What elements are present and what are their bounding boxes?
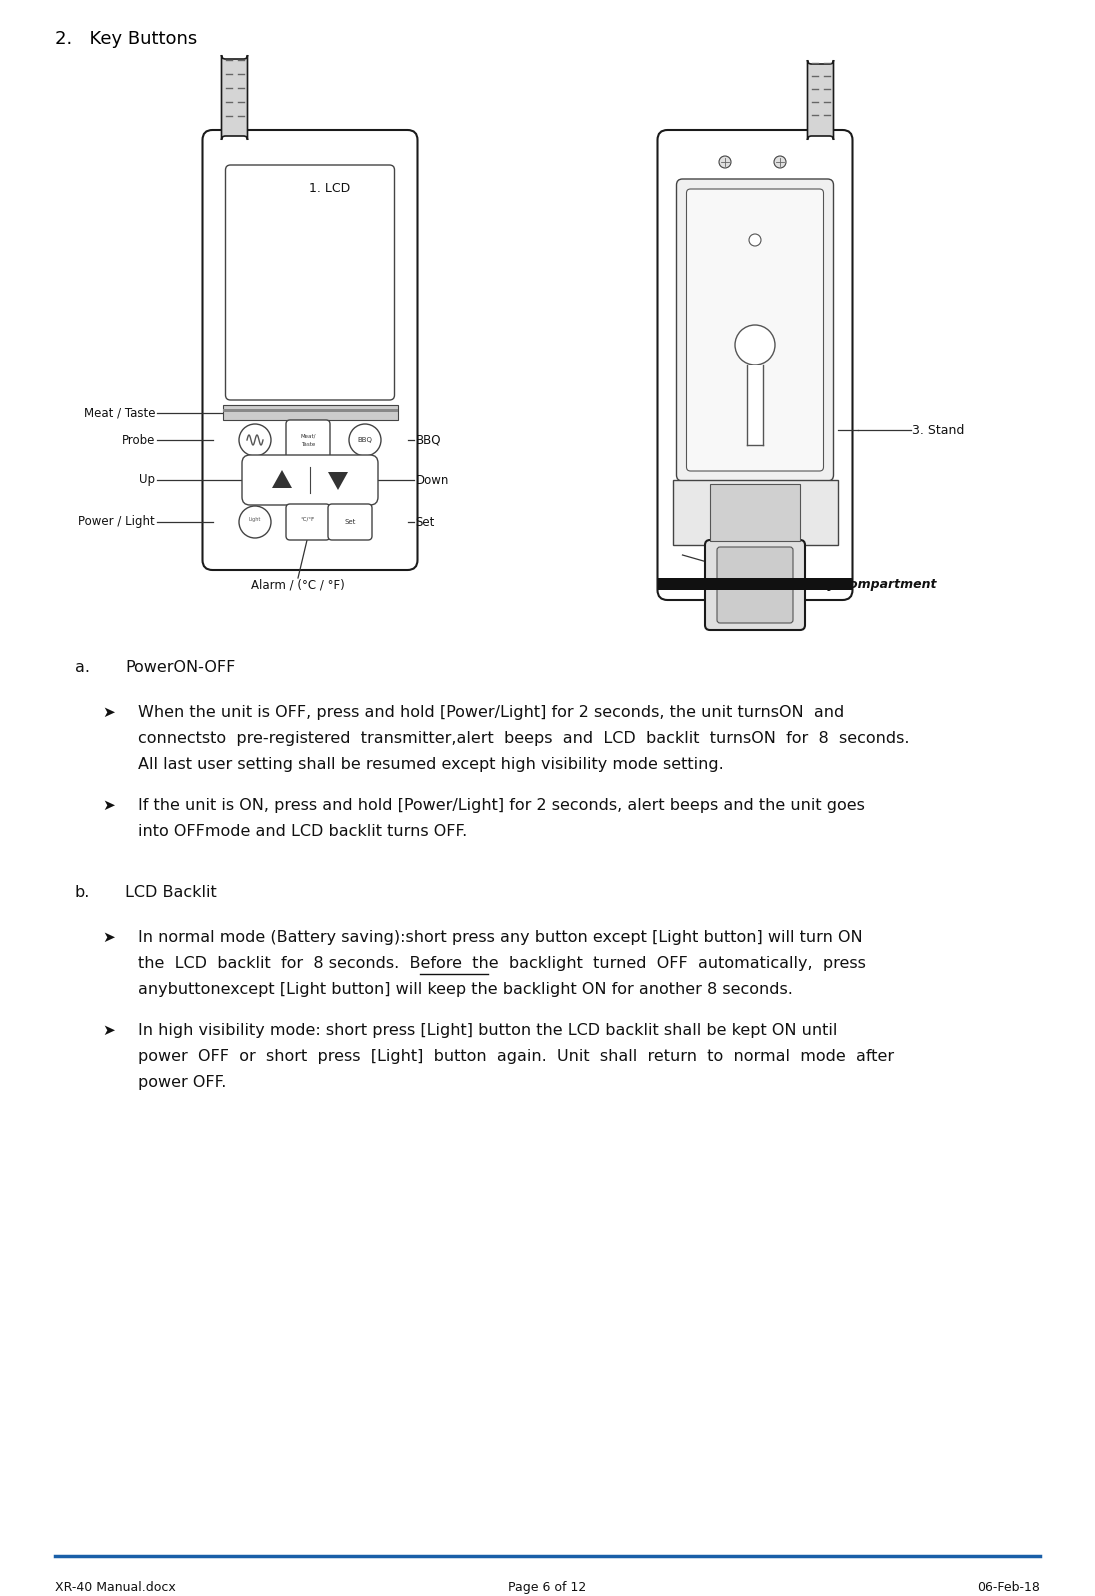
Text: BBQ: BBQ bbox=[358, 437, 372, 444]
Text: b.: b. bbox=[74, 886, 91, 900]
Text: power  OFF  or  short  press  [Light]  button  again.  Unit  shall  return  to  : power OFF or short press [Light] button … bbox=[138, 1049, 895, 1065]
FancyBboxPatch shape bbox=[807, 61, 833, 140]
Bar bbox=[710, 484, 800, 541]
Circle shape bbox=[774, 156, 786, 168]
Text: °C/°F: °C/°F bbox=[301, 517, 315, 522]
Polygon shape bbox=[272, 469, 292, 488]
FancyBboxPatch shape bbox=[717, 547, 793, 622]
Text: When the unit is OFF, press and hold [Power/Light] for 2 seconds, the unit turns: When the unit is OFF, press and hold [Po… bbox=[138, 705, 844, 720]
FancyBboxPatch shape bbox=[286, 420, 330, 460]
Text: Light: Light bbox=[249, 517, 262, 522]
Text: 2.   Key Buttons: 2. Key Buttons bbox=[55, 30, 197, 48]
Text: ➤: ➤ bbox=[102, 1023, 115, 1037]
Text: ➤: ➤ bbox=[102, 798, 115, 812]
Text: XR-40 Manual.docx: XR-40 Manual.docx bbox=[55, 1582, 176, 1594]
Text: a.: a. bbox=[74, 661, 90, 675]
Circle shape bbox=[719, 156, 731, 168]
Circle shape bbox=[239, 506, 270, 538]
Text: 2. Battery Compartment: 2. Battery Compartment bbox=[765, 578, 936, 591]
Text: 06-Feb-18: 06-Feb-18 bbox=[977, 1582, 1040, 1594]
FancyBboxPatch shape bbox=[286, 504, 330, 539]
Text: Page 6 of 12: Page 6 of 12 bbox=[508, 1582, 586, 1594]
FancyBboxPatch shape bbox=[242, 455, 378, 504]
FancyBboxPatch shape bbox=[221, 54, 247, 140]
Bar bbox=[747, 365, 763, 445]
Bar bbox=[672, 480, 838, 544]
Text: ➤: ➤ bbox=[102, 930, 115, 945]
Text: Probe: Probe bbox=[122, 434, 155, 447]
FancyBboxPatch shape bbox=[705, 539, 805, 630]
FancyBboxPatch shape bbox=[226, 164, 394, 401]
Circle shape bbox=[349, 425, 381, 456]
Text: ➤: ➤ bbox=[102, 705, 115, 720]
Text: BBQ: BBQ bbox=[415, 434, 441, 447]
Text: the  LCD  backlit  for  8 seconds.  Before  the  backlight  turned  OFF  automat: the LCD backlit for 8 seconds. Before th… bbox=[138, 956, 866, 970]
Text: 1. LCD: 1. LCD bbox=[310, 182, 350, 195]
Text: Power / Light: Power / Light bbox=[78, 516, 155, 528]
Text: power OFF.: power OFF. bbox=[138, 1076, 227, 1090]
FancyBboxPatch shape bbox=[657, 129, 853, 600]
Text: connectsto  pre-registered  transmitter,alert  beeps  and  LCD  backlit  turnsON: connectsto pre-registered transmitter,al… bbox=[138, 731, 910, 745]
Bar bbox=[657, 578, 853, 591]
Text: Taste: Taste bbox=[301, 442, 315, 447]
Text: Set: Set bbox=[415, 516, 435, 528]
Text: Meat / Taste: Meat / Taste bbox=[83, 407, 155, 420]
FancyBboxPatch shape bbox=[328, 504, 372, 539]
Text: Meat/: Meat/ bbox=[300, 434, 315, 439]
Bar bbox=[222, 405, 397, 420]
Text: 3. Stand: 3. Stand bbox=[912, 423, 965, 436]
Polygon shape bbox=[328, 472, 348, 490]
Text: In high visibility mode: short press [Light] button the LCD backlit shall be kep: In high visibility mode: short press [Li… bbox=[138, 1023, 838, 1037]
Text: All last user setting shall be resumed except high visibility mode setting.: All last user setting shall be resumed e… bbox=[138, 757, 724, 772]
Text: Set: Set bbox=[344, 519, 356, 525]
FancyBboxPatch shape bbox=[687, 188, 823, 471]
Text: into OFFmode and LCD backlit turns OFF.: into OFFmode and LCD backlit turns OFF. bbox=[138, 824, 468, 839]
Text: Up: Up bbox=[139, 474, 155, 487]
Circle shape bbox=[239, 425, 270, 456]
Bar bbox=[222, 409, 397, 412]
Text: Alarm / (°C / °F): Alarm / (°C / °F) bbox=[251, 578, 345, 591]
Circle shape bbox=[735, 326, 775, 365]
Text: Down: Down bbox=[415, 474, 449, 487]
Text: LCD Backlit: LCD Backlit bbox=[125, 886, 217, 900]
Text: PowerON-OFF: PowerON-OFF bbox=[125, 661, 235, 675]
FancyBboxPatch shape bbox=[677, 179, 833, 480]
Text: anybuttonexcept [Light button] will keep the backlight ON for another 8 seconds.: anybuttonexcept [Light button] will keep… bbox=[138, 982, 793, 998]
Circle shape bbox=[749, 235, 761, 246]
Text: If the unit is ON, press and hold [Power/Light] for 2 seconds, alert beeps and t: If the unit is ON, press and hold [Power… bbox=[138, 798, 865, 812]
Text: In normal mode (Battery saving):short press any button except [Light button] wil: In normal mode (Battery saving):short pr… bbox=[138, 930, 863, 945]
FancyBboxPatch shape bbox=[203, 129, 417, 570]
